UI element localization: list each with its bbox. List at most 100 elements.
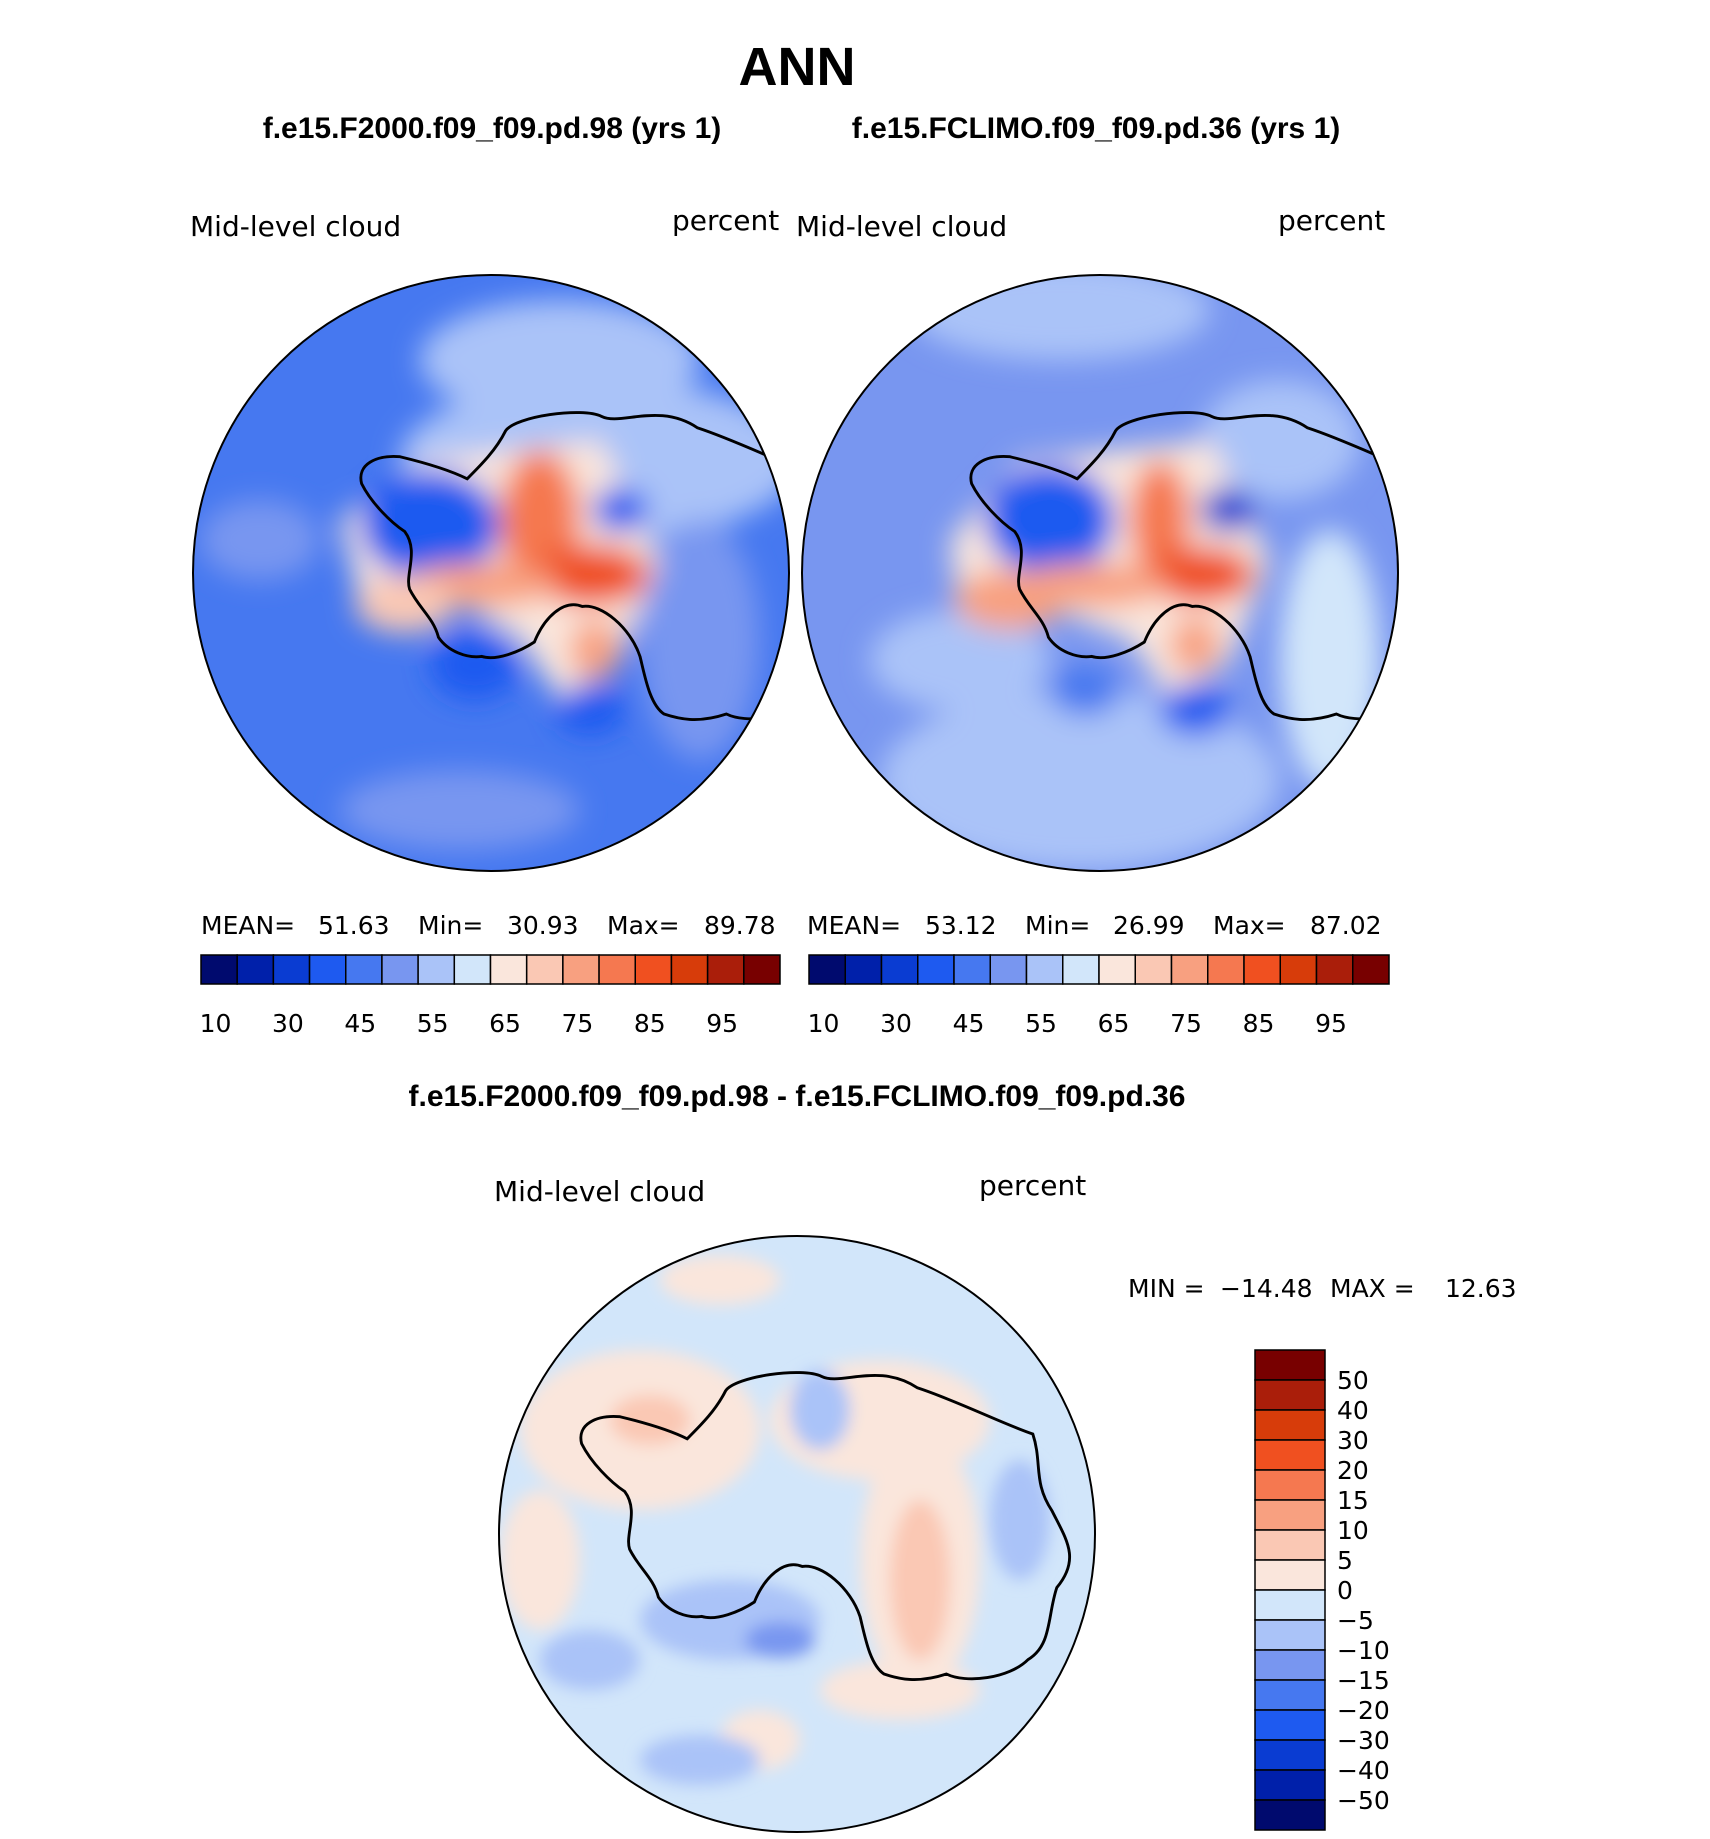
panel-1-colorbar-swatch xyxy=(670,954,709,985)
panel-1-colorbar-swatch xyxy=(308,954,347,985)
panel-2-colorbar-swatch xyxy=(1025,954,1064,985)
panel-2-colorbar-swatch xyxy=(1062,954,1100,985)
panel-1-colorbar-tick-label: 85 xyxy=(634,1009,666,1038)
diff-min: −14.48 xyxy=(1220,1274,1313,1303)
panel-2-colorbar-swatch xyxy=(808,954,846,985)
panel-1-mean-label: MEAN= xyxy=(201,911,295,940)
diff-boundary xyxy=(498,1235,1096,1833)
diff-colorbar-tick-label: 20 xyxy=(1337,1456,1369,1485)
panel-1-colorbar-swatch xyxy=(200,954,238,985)
panel-2-field xyxy=(870,275,1380,870)
panel-1-colorbar-swatch xyxy=(381,954,419,985)
diff-colorbar-tick-label: 40 xyxy=(1337,1396,1369,1425)
diff-colorbar-tick-label: −40 xyxy=(1337,1756,1390,1785)
panel-2-mean-label: MEAN= xyxy=(807,911,901,940)
panel-2-max: 87.02 xyxy=(1310,911,1382,940)
panel-1-units: percent xyxy=(672,204,779,237)
panel-2-colorbar-tick-label: 75 xyxy=(1170,1009,1202,1038)
panel-2-min: 26.99 xyxy=(1113,911,1185,940)
diff-colorbar-swatch xyxy=(1254,1469,1326,1501)
panel-2-colorbar-swatch xyxy=(1170,954,1209,985)
panel-1-colorbar-swatch xyxy=(272,954,311,985)
panel-1-mean: 51.63 xyxy=(318,911,390,940)
panel-1: Mid-level cloud percent xyxy=(190,204,790,1038)
panel-2-max-label: Max= xyxy=(1213,911,1286,940)
difference-panel: Mid-level cloud percent xyxy=(494,1169,1517,1833)
panel-2-colorbar-swatch xyxy=(953,954,991,985)
panel-1-colorbar-swatch xyxy=(598,954,636,985)
diff-colorbar-swatch xyxy=(1254,1799,1326,1831)
figure-title: ANN xyxy=(739,37,856,97)
panel-2-boundary xyxy=(801,274,1399,872)
diff-colorbar-tick-label: 10 xyxy=(1337,1516,1369,1545)
panel-1-min: 30.93 xyxy=(507,911,579,940)
panel-1-colorbar-swatch xyxy=(706,954,745,985)
case2-title: f.e15.FCLIMO.f09_f09.pd.36 (yrs 1) xyxy=(852,112,1341,145)
panel-1-map xyxy=(193,275,789,871)
diff-colorbar-swatch xyxy=(1254,1559,1326,1591)
panel-2-colorbar-swatch xyxy=(880,954,919,985)
panel-2-colorbar-tick-label: 65 xyxy=(1098,1009,1130,1038)
diff-colorbar-swatch xyxy=(1254,1709,1326,1741)
panel-1-colorbar: 10 30 45 55 65 75 85 95 xyxy=(200,954,781,1038)
panel-1-colorbar-swatch xyxy=(453,954,492,985)
panel-2-min-label: Min= xyxy=(1025,911,1090,940)
panel-2-colorbar-swatch xyxy=(1352,954,1390,985)
diff-colorbar-swatch xyxy=(1254,1739,1326,1771)
panel-1-max: 89.78 xyxy=(704,911,776,940)
diff-colorbar-tick-label: −30 xyxy=(1337,1726,1390,1755)
panel-1-colorbar-tick-label: 95 xyxy=(706,1009,738,1038)
panel-2-colorbar-swatch xyxy=(1315,954,1354,985)
panel-2-colorbar-tick-label: 95 xyxy=(1315,1009,1347,1038)
diff-variable: Mid-level cloud xyxy=(494,1175,705,1208)
diff-colorbar-swatch xyxy=(1254,1769,1326,1801)
panel-2-colorbar-tick-label: 45 xyxy=(953,1009,985,1038)
panel-1-colorbar-swatch xyxy=(562,954,600,985)
panel-2-mean: 53.12 xyxy=(925,911,997,940)
panel-2-colorbar-tick-label: 30 xyxy=(880,1009,912,1038)
diff-colorbar-swatch xyxy=(1254,1349,1326,1381)
diff-field xyxy=(500,1255,1050,1785)
panel-1-colorbar-tick-label: 45 xyxy=(344,1009,376,1038)
panel-2-colorbar-swatch xyxy=(844,954,883,985)
diff-title: f.e15.F2000.f09_f09.pd.98 - f.e15.FCLIMO… xyxy=(409,1080,1186,1113)
panel-2-colorbar-tick-label: 10 xyxy=(808,1009,840,1038)
panel-2-map xyxy=(802,275,1398,871)
diff-colorbar-swatch xyxy=(1254,1679,1326,1711)
diff-colorbar-swatch xyxy=(1254,1619,1326,1651)
panel-2-colorbar-swatch xyxy=(1279,954,1318,985)
diff-colorbar-swatch xyxy=(1254,1409,1326,1441)
panel-2-colorbar-swatch xyxy=(1098,954,1136,985)
panel-1-colorbar-tick-label: 75 xyxy=(561,1009,593,1038)
panel-1-field xyxy=(200,300,789,850)
panel-1-colorbar-swatch xyxy=(236,954,275,985)
diff-colorbar-swatch xyxy=(1254,1589,1326,1621)
diff-colorbar-swatch xyxy=(1254,1529,1326,1561)
diff-max-label: MAX = xyxy=(1330,1274,1415,1303)
panel-2-colorbar-swatch xyxy=(1243,954,1281,985)
diff-colorbar-tick-label: 0 xyxy=(1337,1576,1353,1605)
panel-1-colorbar-swatch xyxy=(525,954,564,985)
panel-1-variable: Mid-level cloud xyxy=(190,210,401,243)
diff-colorbar-tick-label: −20 xyxy=(1337,1696,1390,1725)
panel-1-colorbar-tick-label: 55 xyxy=(417,1009,449,1038)
panel-1-colorbar-tick-label: 30 xyxy=(272,1009,304,1038)
diff-colorbar-tick-label: −15 xyxy=(1337,1666,1390,1695)
diff-map xyxy=(499,1236,1095,1832)
panel-1-max-label: Max= xyxy=(607,911,680,940)
panel-1-colorbar-swatch xyxy=(743,954,781,985)
panel-1-colorbar-swatch xyxy=(634,954,673,985)
diff-min-label: MIN = xyxy=(1128,1274,1205,1303)
panel-1-colorbar-swatch xyxy=(489,954,528,985)
panel-2: Mid-level cloud percent xyxy=(796,204,1399,1038)
diff-colorbar-tick-label: −10 xyxy=(1337,1636,1390,1665)
diff-colorbar-tick-label: 15 xyxy=(1337,1486,1369,1515)
panel-2-colorbar-swatch xyxy=(917,954,955,985)
panel-1-colorbar-tick-label: 65 xyxy=(489,1009,521,1038)
panel-2-colorbar-swatch xyxy=(1134,954,1173,985)
panel-1-colorbar-tick-label: 10 xyxy=(200,1009,232,1038)
panel-2-units: percent xyxy=(1278,204,1385,237)
panel-2-colorbar-swatch xyxy=(989,954,1028,985)
